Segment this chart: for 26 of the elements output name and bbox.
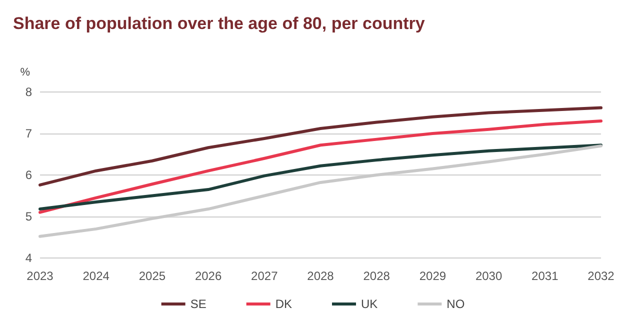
legend-label: UK (361, 297, 378, 311)
x-tick-label: 2023 (26, 269, 54, 283)
legend-label: DK (275, 297, 292, 311)
y-tick-label: 5 (25, 210, 32, 224)
legend-label: SE (190, 297, 206, 311)
x-tick-label: 2030 (475, 269, 502, 283)
x-tick-label: 2027 (251, 269, 278, 283)
x-tick-label: 2024 (82, 269, 110, 283)
x-tick-label: 2029 (419, 269, 446, 283)
chart-title: Share of population over the age of 80, per country (13, 14, 426, 33)
line-series (38, 144, 602, 211)
x-tick-label: 2031 (532, 269, 559, 283)
line-series (38, 106, 602, 186)
y-tick-label: 6 (25, 168, 32, 182)
x-tick-label: 2028 (307, 269, 334, 283)
x-tick-label: 2026 (194, 269, 222, 283)
y-tick-label: 4 (25, 251, 32, 265)
y-tick-label: 7 (25, 126, 32, 140)
x-tick-label: 2028 (363, 269, 390, 283)
line-series (38, 144, 602, 238)
y-axis-title: % (20, 66, 30, 78)
legend-label: NO (446, 297, 465, 311)
x-tick-label: 2032 (588, 269, 615, 283)
x-tick-label: 2025 (138, 269, 166, 283)
line-series (38, 120, 602, 214)
y-tick-label: 8 (25, 85, 32, 99)
